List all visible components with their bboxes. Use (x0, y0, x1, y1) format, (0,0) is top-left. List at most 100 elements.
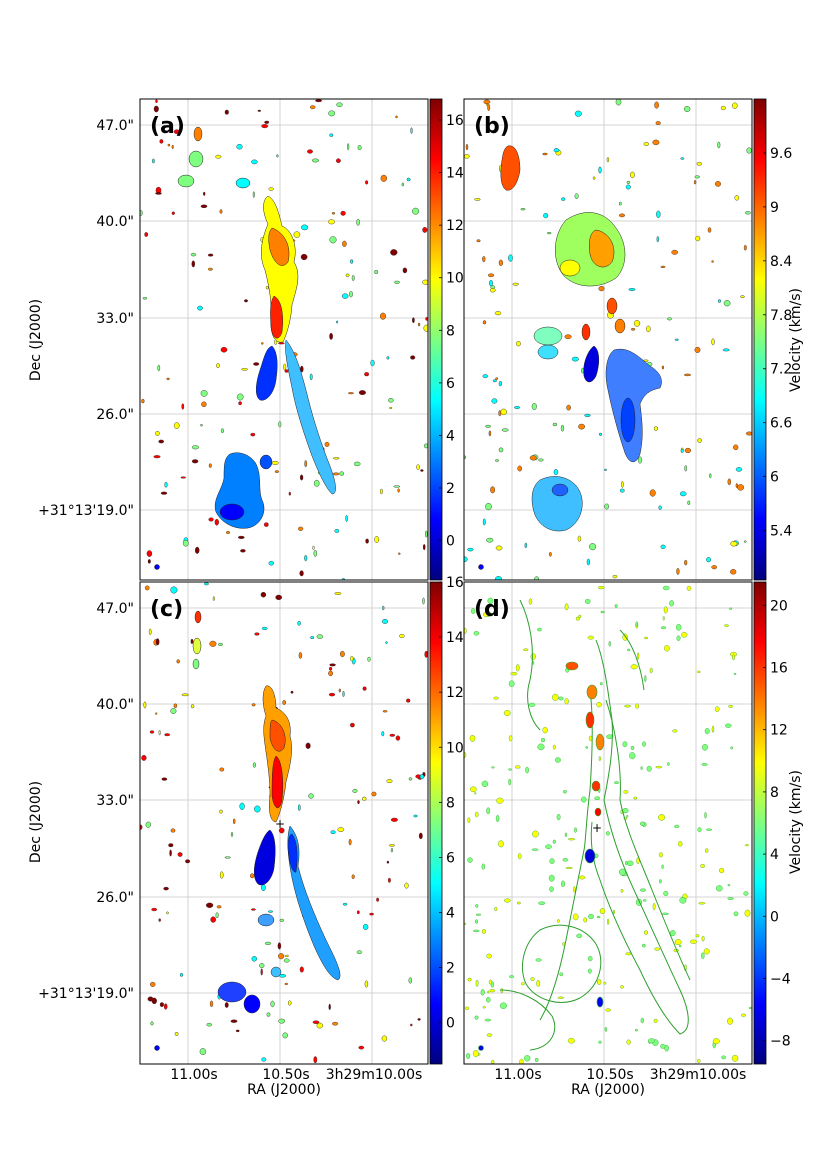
speckle (495, 377, 499, 380)
speckle (654, 101, 659, 109)
speckle (380, 174, 387, 182)
speckle (482, 320, 487, 325)
speckle (179, 973, 184, 977)
speckle (329, 663, 336, 667)
speckle (530, 977, 535, 981)
speckle (467, 857, 473, 863)
speckle (347, 392, 354, 395)
speckle (585, 746, 589, 749)
speckle (168, 843, 174, 848)
speckle (596, 915, 601, 919)
speckle (589, 543, 597, 551)
speckle (652, 903, 656, 911)
speckle (564, 334, 572, 340)
speckle (424, 443, 428, 449)
speckle (508, 768, 512, 771)
speckle (465, 1006, 470, 1010)
speckle (495, 815, 500, 823)
speckle (251, 956, 258, 962)
speckle (743, 244, 747, 251)
speckle (748, 1006, 752, 1010)
panel-d-label: (d) (474, 597, 510, 622)
speckle (345, 273, 350, 277)
colorbar-scale (753, 581, 767, 1065)
speckle (584, 413, 591, 417)
speckle (531, 403, 537, 411)
speckle (622, 741, 628, 748)
speckle (635, 621, 638, 627)
speckle (604, 503, 610, 510)
speckle (336, 102, 343, 107)
speckle (219, 209, 223, 214)
panel-b: (b) Velocity (km/s) 5.4 6 6.6 7.2 7.8 8.4 9 9.6 (463, 98, 804, 581)
speckle (347, 143, 350, 151)
speckle (481, 863, 485, 870)
panel-d: + (d) 11.00s 10.50s 3h29m10.00s RA (J200… (463, 581, 804, 1098)
speckle (408, 977, 412, 984)
speckle (574, 193, 579, 199)
speckle (424, 650, 428, 658)
speckle (271, 460, 279, 465)
speckle (530, 653, 536, 660)
speckle (199, 1048, 207, 1056)
speckle (686, 585, 692, 591)
speckle (731, 1054, 739, 1062)
speckle (362, 796, 367, 801)
speckle (555, 757, 561, 763)
speckle (251, 703, 256, 707)
speckle (338, 688, 341, 693)
speckle (236, 143, 243, 150)
speckle (486, 807, 491, 815)
speckle (681, 632, 688, 638)
speckle (612, 574, 618, 579)
speckle (723, 300, 731, 307)
speckle (654, 947, 660, 951)
speckle (701, 952, 705, 960)
speckle (514, 765, 521, 769)
speckle (332, 472, 340, 476)
speckle (413, 814, 418, 818)
speckle (662, 616, 665, 621)
speckle (345, 515, 348, 522)
speckle (240, 549, 246, 553)
speckle (254, 632, 260, 636)
speckle (299, 570, 304, 577)
speckle (393, 485, 401, 488)
speckle (660, 626, 667, 630)
speckle (730, 569, 737, 575)
speckle (636, 652, 640, 660)
speckle (702, 744, 708, 751)
speckle (174, 1032, 179, 1036)
speckle (552, 744, 556, 750)
speckle (529, 455, 537, 461)
speckle (214, 518, 219, 526)
speckle (728, 607, 733, 610)
speckle (275, 594, 283, 601)
panel-b-colorbar-label: Velocity (km/s) (788, 288, 804, 392)
speckle (697, 438, 702, 443)
speckle (684, 373, 692, 377)
speckle (538, 458, 544, 462)
panel-c-label: (c) (150, 597, 183, 622)
speckle (152, 158, 155, 164)
speckle (147, 996, 154, 1002)
speckle (330, 830, 336, 835)
speckle (482, 374, 489, 379)
speckle (626, 1039, 631, 1045)
speckle (208, 463, 212, 468)
speckle (288, 491, 291, 496)
speckle (305, 742, 311, 749)
speckle (220, 428, 224, 434)
panel-d-velocity-map: + (464, 585, 752, 1064)
speckle (190, 638, 194, 644)
speckle (358, 1045, 365, 1050)
speckle (150, 1021, 154, 1026)
speckle (517, 853, 522, 860)
speckle (387, 877, 391, 883)
panel-a-ytick-1: 40.0" (96, 214, 134, 230)
speckle (564, 603, 569, 611)
colorbar-tick-label: 7.2 (770, 362, 792, 378)
speckle (342, 690, 345, 697)
speckle (528, 598, 533, 605)
speckle (674, 824, 680, 828)
